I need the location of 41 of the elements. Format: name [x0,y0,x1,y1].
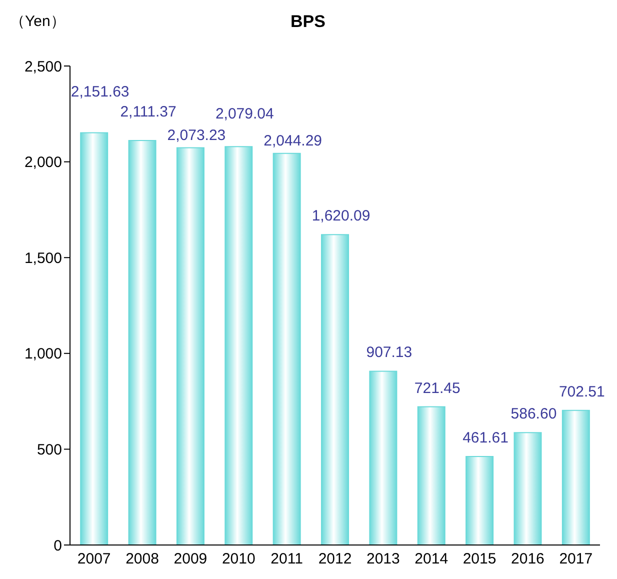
bar [369,370,398,545]
bar [562,410,590,545]
bar [466,456,494,545]
y-tick-label: 0 [54,537,62,554]
y-tick-label: 1,500 [24,250,62,267]
y-tick-label: 1,000 [24,346,62,363]
data-label: 2,151.63 [70,84,130,101]
x-tick-label: 2012 [318,550,352,568]
y-tick-label: 2,500 [24,58,62,76]
x-tick-label: 2010 [222,550,256,568]
bar [514,432,542,545]
x-tick-label: 2014 [414,550,448,568]
data-label: 1,620.09 [312,208,370,225]
data-label: 2,079.04 [215,106,274,123]
bar [417,406,446,545]
bar [321,234,350,545]
y-axis-title: （Yen） [10,12,66,31]
x-tick-label: 2011 [270,550,303,568]
x-tick-label: 2009 [174,550,208,568]
x-tick-label: 2015 [462,550,496,568]
x-tick-label: 2017 [559,550,593,568]
bar [128,140,156,545]
data-label: 702.51 [558,383,605,400]
x-tick-label: 2016 [511,550,544,568]
x-tick-label: 2008 [126,550,159,568]
bar [80,132,108,545]
bar [224,146,253,545]
data-label: 461.61 [462,430,508,447]
data-label: 2,073.23 [167,126,226,144]
y-tick-label: 500 [36,442,62,459]
bar [176,147,204,545]
x-tick-label: 2013 [366,550,400,568]
data-label: 2,044.29 [264,132,322,150]
chart-title: BPS [290,12,326,31]
data-label: 907.13 [366,344,412,362]
y-tick-label: 2,000 [24,154,62,172]
data-label: 721.45 [414,380,460,397]
data-label: 2,111.37 [120,103,176,120]
bar [272,152,301,545]
data-label: 586.60 [510,406,557,423]
x-tick-label: 2007 [77,550,111,568]
